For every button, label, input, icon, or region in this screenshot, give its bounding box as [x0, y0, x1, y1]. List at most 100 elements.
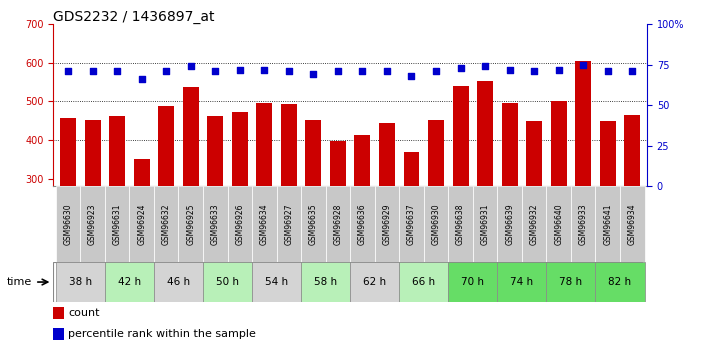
Bar	[330, 141, 346, 294]
Text: GSM96934: GSM96934	[628, 204, 637, 245]
Bar	[105, 186, 129, 262]
Bar	[228, 186, 252, 262]
Point	[332, 68, 343, 74]
Bar	[129, 186, 154, 262]
Bar	[400, 186, 424, 262]
Bar	[60, 118, 76, 294]
Point	[63, 68, 74, 74]
Point	[504, 67, 515, 72]
Bar	[277, 186, 301, 262]
Point	[259, 67, 270, 72]
Text: GSM96637: GSM96637	[407, 204, 416, 245]
Bar	[208, 116, 223, 294]
Text: GDS2232 / 1436897_at: GDS2232 / 1436897_at	[53, 10, 215, 24]
Point	[308, 72, 319, 77]
Text: percentile rank within the sample: percentile rank within the sample	[68, 329, 256, 339]
Bar	[551, 101, 567, 294]
Text: 50 h: 50 h	[216, 277, 239, 287]
Point	[577, 62, 589, 67]
Text: GSM96634: GSM96634	[260, 204, 269, 245]
Bar	[306, 119, 321, 294]
Bar	[232, 112, 247, 294]
Bar	[547, 186, 571, 262]
Bar	[473, 186, 498, 262]
Bar	[203, 186, 228, 262]
Text: count: count	[68, 308, 100, 318]
Bar	[477, 80, 493, 294]
Bar	[178, 186, 203, 262]
Point	[381, 68, 392, 74]
Point	[602, 68, 614, 74]
Bar	[375, 186, 400, 262]
Bar	[596, 262, 645, 302]
Bar	[498, 186, 522, 262]
Bar	[301, 186, 326, 262]
Text: time: time	[7, 277, 33, 287]
Point	[87, 68, 98, 74]
Text: GSM96632: GSM96632	[161, 204, 171, 245]
Bar	[350, 186, 375, 262]
Bar	[55, 186, 80, 262]
Text: 38 h: 38 h	[69, 277, 92, 287]
Text: GSM96927: GSM96927	[284, 204, 294, 245]
Point	[626, 68, 638, 74]
Bar	[203, 262, 252, 302]
Bar	[404, 151, 419, 294]
Bar	[350, 262, 400, 302]
Text: 66 h: 66 h	[412, 277, 435, 287]
Text: GSM96930: GSM96930	[432, 204, 441, 245]
Text: GSM96932: GSM96932	[530, 204, 539, 245]
Text: GSM96636: GSM96636	[358, 204, 367, 245]
Text: 46 h: 46 h	[167, 277, 190, 287]
Bar	[379, 122, 395, 294]
Bar	[53, 307, 64, 319]
Text: 42 h: 42 h	[118, 277, 141, 287]
Point	[553, 67, 565, 72]
Bar	[301, 262, 350, 302]
Text: GSM96928: GSM96928	[333, 204, 343, 245]
Point	[210, 68, 221, 74]
Point	[234, 67, 245, 72]
Bar	[526, 121, 542, 294]
Point	[161, 68, 172, 74]
Text: GSM96923: GSM96923	[88, 204, 97, 245]
Point	[406, 73, 417, 79]
Point	[112, 68, 123, 74]
Text: 54 h: 54 h	[265, 277, 288, 287]
Text: GSM96926: GSM96926	[235, 204, 245, 245]
Text: GSM96931: GSM96931	[481, 204, 490, 245]
Text: GSM96633: GSM96633	[210, 204, 220, 245]
Bar	[281, 105, 296, 294]
Bar	[257, 102, 272, 294]
Bar	[159, 106, 174, 294]
Point	[479, 63, 491, 69]
Text: GSM96640: GSM96640	[554, 204, 563, 245]
Point	[185, 63, 196, 69]
Text: 78 h: 78 h	[560, 277, 582, 287]
Bar	[400, 262, 449, 302]
Text: 62 h: 62 h	[363, 277, 386, 287]
Bar	[326, 186, 350, 262]
Text: GSM96933: GSM96933	[579, 204, 588, 245]
Bar	[453, 86, 469, 294]
Bar	[183, 87, 198, 294]
Text: 70 h: 70 h	[461, 277, 484, 287]
Point	[528, 68, 540, 74]
Text: GSM96630: GSM96630	[63, 204, 73, 245]
Bar	[502, 102, 518, 294]
Bar	[55, 262, 105, 302]
Bar	[134, 158, 149, 294]
Bar	[154, 186, 178, 262]
Bar	[600, 121, 616, 294]
Text: GSM96638: GSM96638	[456, 204, 465, 245]
Text: 82 h: 82 h	[609, 277, 631, 287]
Point	[136, 77, 147, 82]
Bar	[109, 116, 125, 294]
Bar	[85, 120, 100, 294]
Text: GSM96924: GSM96924	[137, 204, 146, 245]
Text: GSM96925: GSM96925	[186, 204, 196, 245]
Bar	[428, 120, 444, 294]
Text: 74 h: 74 h	[510, 277, 533, 287]
Bar	[449, 186, 473, 262]
Bar	[547, 262, 596, 302]
